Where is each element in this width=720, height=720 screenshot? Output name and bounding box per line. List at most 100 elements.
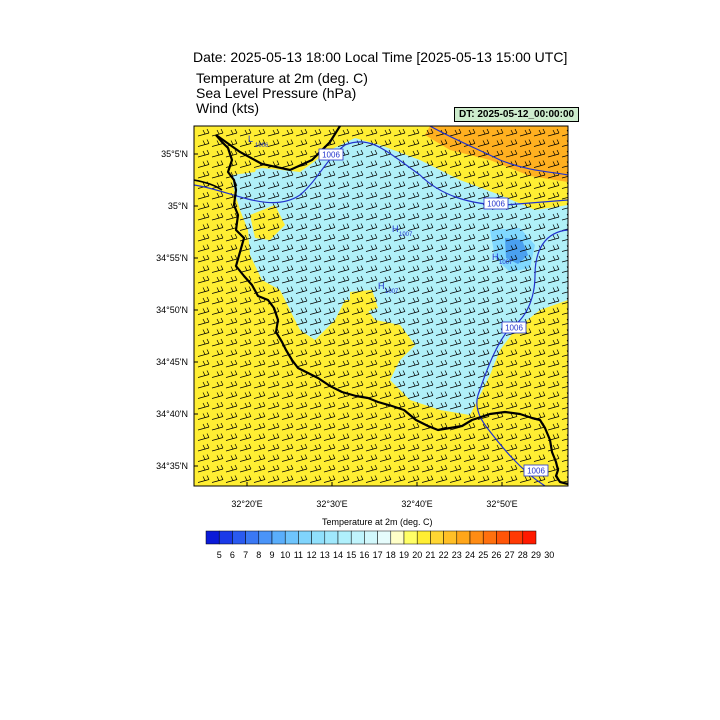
wind-barb [477,475,490,483]
wind-barb [547,286,560,294]
wind-barb [323,254,336,263]
wind-barb [211,380,224,389]
wind-barb [281,139,294,147]
wind-barb [225,359,238,368]
wind-barb [351,380,364,389]
wind-barb [197,359,210,368]
wind-barb [407,349,420,357]
wind-barb [211,338,224,347]
wind-barb [505,254,518,263]
wind-barb [407,433,420,441]
wind-barb [337,233,350,242]
wind-barb [337,191,350,200]
wind-barb [295,244,308,252]
wind-barb [351,275,364,284]
wind-barb [253,391,266,399]
wind-barb [211,286,224,294]
wind-barb [225,275,238,284]
wind-barb [421,454,434,462]
wind-barb [421,244,434,252]
wind-barb [197,401,210,410]
wind-barb [197,349,210,357]
wind-barb [407,181,420,189]
wind-barb [533,433,546,441]
wind-barb [463,349,476,357]
wind-barb [309,139,322,147]
wind-barb [393,191,406,200]
wind-barb [295,380,308,389]
wind-barb [477,359,490,368]
colorbar-label: 19 [399,550,409,560]
wind-barb [533,307,546,315]
wind-barb [547,149,560,158]
wind-barb [421,254,434,263]
wind-barb [253,317,266,326]
wind-barb [421,391,434,399]
wind-barb [393,254,406,263]
pressure-marker-symbol: L [248,134,253,144]
wind-barb [435,359,448,368]
wind-barb [407,286,420,294]
wind-barb [435,391,448,399]
isobar-line [194,141,568,206]
wind-barb [477,128,490,137]
wind-barb [449,454,462,462]
wind-barb [393,370,406,378]
wind-barb [267,223,280,231]
wind-barb [435,454,448,462]
wind-barb [435,370,448,378]
wind-barb [449,359,462,368]
wind-barb [295,181,308,189]
wind-barb [505,338,518,347]
wind-barb [477,443,490,452]
wind-barb [309,286,322,294]
wind-barb [449,265,462,273]
wind-barb [533,275,546,284]
wind-barb [323,296,336,305]
wind-barb [379,223,392,231]
wind-barb [533,380,546,389]
wind-barb [477,296,490,305]
wind-barb [547,359,560,368]
wind-barb [267,380,280,389]
wind-barb [449,275,462,284]
wind-barb [435,349,448,357]
wind-barb [267,401,280,410]
wind-barb [449,391,462,399]
wind-barb [309,359,322,368]
wind-barb [267,233,280,242]
wind-barb [491,359,504,368]
wind-barb [407,401,420,410]
wind-barb [309,422,322,431]
pressure-markers: L 1006 H 1007 H 1007 H 1007 [248,134,513,295]
wind-barb [421,233,434,242]
colorbar-swatch [377,530,392,545]
wind-barb [309,202,322,210]
wind-barb [491,244,504,252]
wind-barb [239,443,252,452]
wind-barb [477,170,490,179]
wind-barb [519,380,532,389]
wind-barb [351,149,364,158]
wind-barb [379,233,392,242]
wind-barb [519,128,532,137]
wind-barb [211,391,224,399]
wind-barb [211,443,224,452]
wind-barb [463,401,476,410]
wind-barb [505,181,518,189]
wind-barb [435,275,448,284]
wind-barb [351,401,364,410]
wind-barb [295,349,308,357]
wind-barb [225,454,238,462]
wind-barb [519,223,532,231]
wind-barb [337,202,350,210]
wind-barb [295,275,308,284]
isobar-label: 1006 [487,200,505,209]
wind-barb [435,475,448,483]
colorbar-swatch [350,530,365,545]
colorbar-swatch [456,530,471,545]
wind-barb [547,202,560,210]
wind-barb [351,286,364,294]
wind-barb [477,275,490,284]
colorbar-swatch [390,530,405,545]
